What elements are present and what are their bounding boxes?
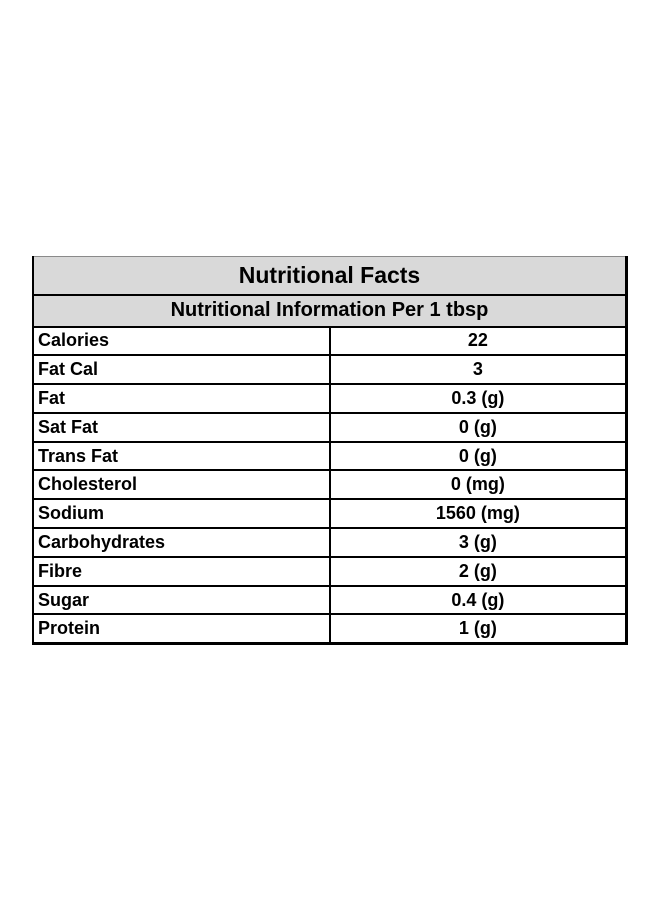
nutrient-name: Calories — [32, 325, 331, 357]
nutrient-value: 0 (g) — [328, 411, 628, 443]
nutrient-value: 0.3 (g) — [328, 383, 628, 414]
nutrient-value: 1560 (mg) — [328, 498, 628, 530]
table-row: Fat Cal 3 — [32, 354, 628, 386]
nutrient-name: Cholesterol — [32, 469, 331, 501]
table-row: Sodium 1560 (mg) — [32, 498, 628, 530]
nutrient-value: 3 (g) — [328, 527, 628, 558]
nutrient-name: Sodium — [32, 498, 331, 530]
nutrient-name: Carbohydrates — [32, 527, 331, 558]
table-row: Carbohydrates 3 (g) — [32, 527, 628, 558]
table-row: Fibre 2 (g) — [32, 555, 628, 587]
nutrient-value: 0 (mg) — [328, 469, 628, 501]
nutrient-name: Trans Fat — [32, 440, 331, 472]
table-row: Fat 0.3 (g) — [32, 383, 628, 414]
table-row: Calories 22 — [32, 325, 628, 357]
nutrient-value: 22 — [328, 325, 628, 357]
table-row: Sat Fat 0 (g) — [32, 411, 628, 443]
nutrient-value: 2 (g) — [328, 555, 628, 587]
table-subtitle: Nutritional Information Per 1 tbsp — [32, 293, 628, 328]
table-row: Cholesterol 0 (mg) — [32, 469, 628, 501]
nutrition-facts-table: Nutritional Facts Nutritional Informatio… — [32, 256, 628, 645]
table-row: Trans Fat 0 (g) — [32, 440, 628, 472]
nutrient-value: 0 (g) — [328, 440, 628, 472]
nutrient-value: 1 (g) — [328, 613, 628, 645]
nutrient-name: Fibre — [32, 555, 331, 587]
table-row: Sugar 0.4 (g) — [32, 584, 628, 616]
subtitle-row: Nutritional Information Per 1 tbsp — [32, 293, 628, 328]
nutrient-name: Sugar — [32, 584, 331, 616]
nutrient-name: Fat — [32, 383, 331, 414]
nutrient-name: Sat Fat — [32, 411, 331, 443]
nutrient-name: Fat Cal — [32, 354, 331, 386]
title-row: Nutritional Facts — [32, 256, 628, 296]
table-title: Nutritional Facts — [32, 256, 628, 296]
nutrient-value: 3 — [328, 354, 628, 386]
nutrient-value: 0.4 (g) — [328, 584, 628, 616]
table-row: Protein 1 (g) — [32, 613, 628, 645]
nutrient-name: Protein — [32, 613, 331, 645]
